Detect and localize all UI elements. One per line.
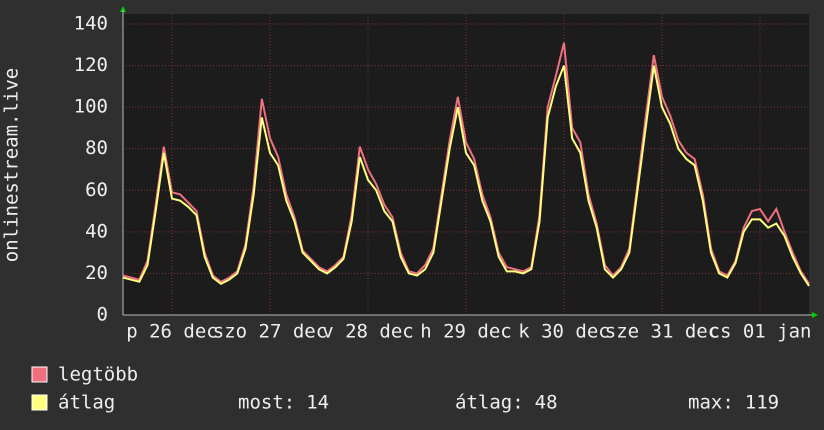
- y-tick-label: 100: [74, 96, 108, 118]
- x-tick-label: v 28 dec: [322, 321, 414, 343]
- x-arrow: [812, 312, 818, 318]
- stat-label: most:: [238, 392, 295, 414]
- x-tick-label: szo 27 dec: [213, 321, 327, 343]
- stat-label: átlag:: [455, 392, 524, 414]
- legend-label: átlag: [58, 392, 115, 414]
- legend-label: legtöbb: [58, 364, 138, 386]
- y-tick-label: 40: [85, 220, 108, 242]
- y-tick-label: 140: [74, 13, 108, 35]
- stat-value: 48: [535, 392, 558, 414]
- x-tick-label: k 30 dec: [518, 321, 610, 343]
- legend-swatch: [31, 366, 48, 383]
- x-tick-label: sze 31 dec: [605, 321, 719, 343]
- y-axis-label: onlinestream.live: [1, 68, 23, 262]
- stat-value: 119: [745, 392, 779, 414]
- x-tick-label: cs 01 jan: [709, 321, 812, 343]
- x-tick-label: h 29 dec: [420, 321, 512, 343]
- y-tick-label: 120: [74, 54, 108, 76]
- x-tick-label: p 26 dec: [126, 321, 218, 343]
- stat-value: 14: [306, 392, 329, 414]
- y-tick-label: 80: [85, 137, 108, 159]
- series-line: [122, 65, 810, 287]
- y-arrow: [120, 6, 126, 12]
- y-tick-label: 20: [85, 262, 108, 284]
- legend-swatch: [31, 394, 48, 411]
- y-tick-label: 0: [97, 304, 108, 326]
- y-tick-label: 60: [85, 179, 108, 201]
- stat-label: max:: [688, 392, 734, 414]
